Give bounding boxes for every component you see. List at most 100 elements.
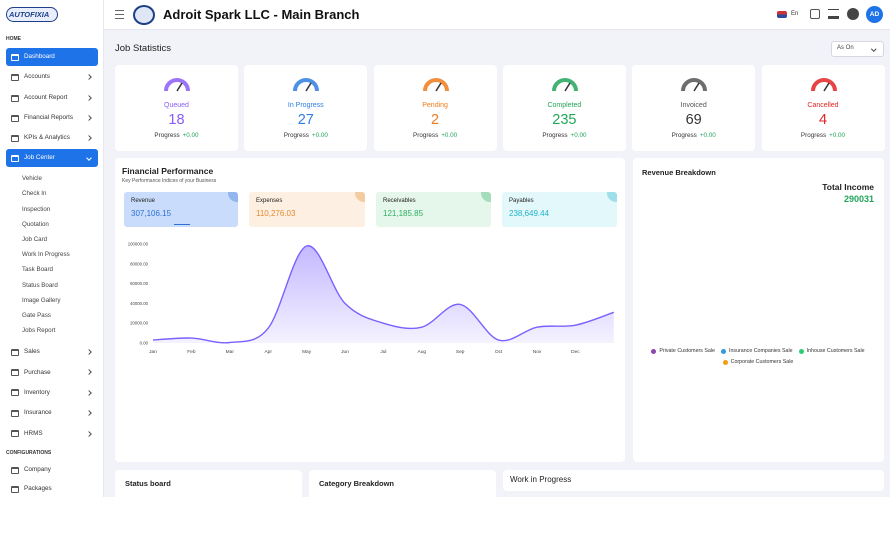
area-fill [153,245,614,343]
y-tick-label: 100000.00 [128,242,149,247]
submenu-item[interactable]: Work In Progress [22,251,70,259]
gauge-icon [422,78,449,92]
gauge-arc [810,78,837,92]
submenu-item[interactable]: Gate Pass [22,312,51,320]
sidebar [0,0,104,497]
gauge-icon [810,78,837,92]
menu-item[interactable]: Sales [24,348,40,356]
menu-item[interactable]: Packages [24,485,52,493]
language[interactable]: En [791,10,799,17]
legend-swatch [721,348,726,354]
area-line [152,245,615,344]
progress-label: Progress [542,132,568,139]
summary-underline [174,224,190,225]
progress-label: Progress [154,132,180,139]
x-tick-label: May [302,349,312,355]
submenu-item[interactable]: Inspection [22,205,51,213]
menu-item[interactable]: Account Report [24,94,68,102]
summary-label: Receivables [383,198,416,205]
progress-value: +0.00 [570,132,587,139]
stat-value: 2 [431,112,440,129]
corner-decoration [607,192,617,202]
filter-select[interactable] [831,41,884,57]
submenu-item[interactable]: Task Board [22,266,53,274]
section-label: CONFIGURATIONS [6,450,52,456]
y-tick-label: 20000.00 [130,321,149,326]
y-tick-label: 80000.00 [130,261,149,266]
menu-icon [11,485,19,493]
legend-swatch [798,348,804,354]
menu-icon [11,389,19,397]
stat-value: 27 [297,112,314,129]
progress-row: Progress +0.00 [115,132,238,140]
submenu-item[interactable]: Quotation [22,220,49,228]
progress-row: Progress +0.00 [762,132,885,140]
menu-item[interactable]: Inventory [24,389,50,397]
progress-row: Progress +0.00 [374,132,497,140]
brand-icon [133,5,155,25]
x-tick-label: Dec [571,349,580,355]
legend-label: Corporate Customers Sale [730,359,794,365]
menu-icon [11,368,19,376]
x-tick-label: Oct [495,349,503,355]
gauge-needle [434,82,442,92]
menu-item[interactable]: Accounts [24,73,50,81]
x-tick-label: Mar [226,349,235,355]
gauge-arc [422,78,449,92]
stat-label: Pending [422,101,448,109]
x-tick-label: Aug [418,349,427,355]
summary-card: Payables 238,649.44 [502,192,617,227]
gauge-needle [822,82,830,92]
panel [309,470,496,497]
section-title: Job Statistics [115,43,171,55]
menu-active-bg [6,149,98,167]
submenu-item[interactable]: Vehicle [22,175,42,183]
summary-label: Payables [509,198,534,205]
stat-value: 235 [552,112,577,129]
progress-label: Progress [800,132,827,139]
submenu-item[interactable]: Job Card [22,236,48,244]
menu-item[interactable]: KPIs & Analytics [24,134,70,142]
add-button[interactable] [847,8,859,20]
submenu-item[interactable]: Jobs Report [22,327,56,335]
menu-active-bg [6,48,98,66]
menu-item[interactable]: Job Center [24,154,55,162]
submenu-item[interactable]: Status Board [22,281,58,289]
menu-item[interactable]: Financial Reports [24,114,73,122]
stat-card: Queued 18 Progress +0.00 [115,65,238,151]
submenu-item[interactable]: Check In [22,190,47,198]
menu-item[interactable]: HRMS [24,429,43,437]
y-tick-label: 60000.00 [130,281,149,286]
submenu-item[interactable]: Image Gallery [22,296,61,304]
menu-item[interactable]: Company [24,466,51,474]
panel-subtitle: Key Performance Indices of your Business [122,178,217,184]
icon-button[interactable] [810,9,820,19]
legend-item: Inhouse Customers Sale [798,347,865,355]
total-label: Total Income [822,181,874,192]
panel [633,158,884,462]
menu-icon [11,94,19,102]
page-title: Adroit Spark LLC - Main Branch [163,7,360,23]
x-tick-label: Feb [187,349,196,355]
x-tick-label: Apr [264,349,272,355]
menu-item[interactable]: Insurance [24,409,52,417]
progress-value: +0.00 [182,132,199,139]
gauge-icon [293,78,320,92]
logo: AUTOFIXIA [9,10,50,19]
menu-item[interactable]: Dashboard [24,53,55,61]
icon-button[interactable] [828,9,839,19]
stat-value: 69 [685,112,702,129]
menu-item[interactable]: Purchase [24,368,51,376]
avatar-bg[interactable] [866,6,883,23]
legend-swatch [722,359,728,365]
gauge-needle [693,82,700,92]
stat-value: 18 [168,112,185,129]
corner-decoration [228,192,238,202]
header [104,0,890,30]
menu-icon [11,348,19,356]
stat-label: Cancelled [807,101,839,109]
progress-label: Progress [283,132,309,139]
x-tick-label: Jan [149,349,157,355]
panel-title: Work in Progress [510,475,572,485]
x-tick-label: Jun [341,349,349,355]
